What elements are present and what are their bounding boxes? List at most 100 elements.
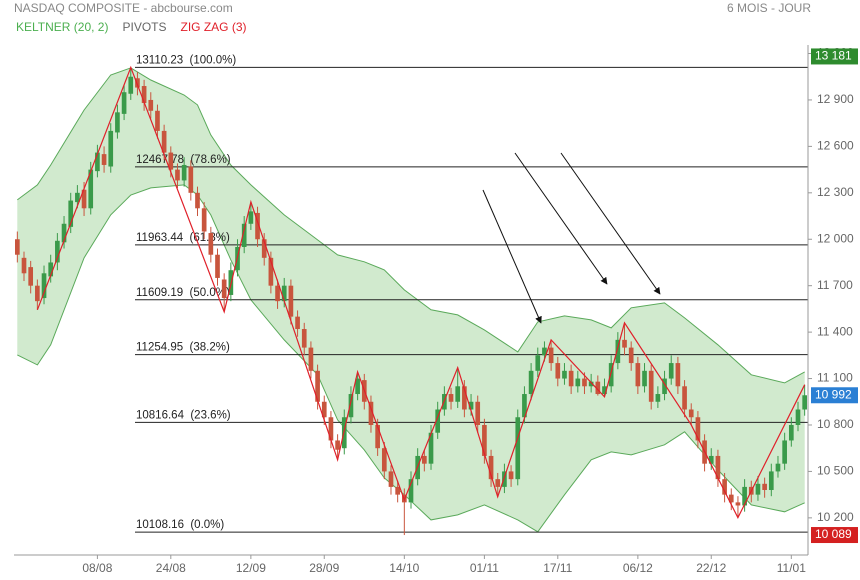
candle-body	[88, 169, 94, 209]
candle-body	[368, 401, 374, 425]
x-tick-label: 08/08	[82, 561, 112, 575]
candle-body	[161, 130, 167, 153]
candle-body	[201, 208, 207, 232]
candle-body	[695, 417, 701, 441]
candle-body	[241, 223, 247, 247]
candle-body	[61, 223, 67, 243]
candle-body	[775, 463, 781, 472]
candle-body	[28, 267, 34, 286]
candle-body	[281, 285, 287, 302]
candle-body	[475, 401, 481, 425]
candle-body	[755, 483, 761, 495]
candle-body	[215, 254, 220, 278]
price-badge-label: 10 089	[815, 527, 852, 541]
candle-body	[68, 200, 74, 227]
fib-label: 10816.64 (23.6%)	[136, 409, 231, 421]
candle-body	[408, 479, 414, 503]
candle-body	[268, 257, 274, 286]
candle-body	[75, 192, 80, 203]
candle-body	[381, 448, 387, 472]
candle-body	[722, 479, 727, 495]
x-tick-label: 14/10	[389, 561, 419, 575]
candle-body	[628, 347, 634, 364]
candle-body	[715, 455, 721, 480]
candle-body	[675, 363, 681, 387]
candle-body	[595, 381, 601, 395]
candle-body	[462, 386, 467, 410]
candle-body	[642, 370, 647, 387]
candle-body	[688, 409, 694, 418]
plot: 13110.23 (100.0%) 12467.78 (78.6%) 11963.4…	[15, 46, 858, 575]
candle-body	[388, 471, 394, 487]
candle-body	[508, 471, 514, 480]
candle-body	[662, 378, 667, 395]
candle-body	[128, 76, 134, 94]
price-badge-label: 13 181	[815, 49, 852, 63]
candle-body	[468, 401, 474, 410]
candle-body	[355, 378, 360, 395]
x-tick-label: 17/11	[543, 561, 572, 575]
chart-title: NASDAQ COMPOSITE - abcbourse.com	[14, 1, 233, 15]
candle-body	[788, 424, 794, 441]
candle-body	[548, 347, 554, 364]
candle-body	[422, 455, 427, 464]
candle-body	[555, 363, 561, 379]
candles	[15, 67, 807, 536]
candle-body	[448, 394, 454, 402]
candle-body	[295, 316, 300, 330]
candle-body	[562, 370, 567, 379]
candle-body	[588, 381, 594, 387]
y-tick-label: 11 100	[817, 371, 853, 385]
candle-body	[95, 152, 100, 172]
candle-body	[542, 347, 547, 356]
period: 6 MOIS - JOUR	[727, 1, 811, 15]
candle-body	[608, 363, 614, 387]
x-tick-label: 06/12	[623, 561, 653, 575]
candle-body	[768, 471, 774, 490]
candle-body	[682, 386, 687, 410]
candle-body	[308, 347, 314, 371]
x-tick-label: 22/12	[696, 561, 726, 575]
candle-body	[288, 285, 294, 317]
y-tick-label: 12 600	[817, 139, 854, 153]
zigzag	[36, 65, 806, 520]
fib-label: 11254.95 (38.2%)	[136, 342, 230, 354]
fib-label: 11963.44 (61.8%)	[136, 232, 230, 244]
candle-body	[488, 455, 494, 480]
fib-label: 11609.19 (50.0%)	[136, 287, 230, 299]
y-tick-label: 11 400	[817, 324, 853, 338]
candle-body	[181, 164, 187, 181]
fib-label: 13110.23 (100.0%)	[136, 54, 236, 66]
y-tick-label: 12 300	[817, 185, 854, 199]
candle-body	[515, 417, 521, 480]
candle-body	[495, 479, 501, 487]
candle-body	[728, 494, 734, 503]
candle-body	[275, 285, 280, 302]
candle-body	[522, 394, 527, 418]
candle-body	[482, 424, 487, 456]
candle-body	[108, 130, 114, 167]
candle-body	[21, 257, 27, 274]
fib-label: 10108.16 (0.0%)	[136, 519, 224, 531]
candle-body	[655, 394, 661, 402]
candle-body	[121, 92, 127, 114]
price-badge-label: 10 992	[815, 387, 852, 401]
candle-body	[255, 212, 260, 240]
fib-levels: 13110.23 (100.0%) 12467.78 (78.6%) 11963.4…	[135, 54, 808, 533]
candle-body	[221, 279, 227, 299]
candle-body	[41, 273, 47, 299]
arrow	[482, 189, 542, 324]
candle-body	[635, 363, 641, 387]
candle-body	[435, 409, 441, 433]
candle-body	[321, 401, 327, 418]
candle-body	[135, 78, 140, 88]
candle-body	[648, 370, 654, 402]
candle-body	[602, 386, 607, 395]
arrow	[560, 152, 661, 295]
arrow	[514, 152, 608, 285]
fib-label: 12467.78 (78.6%)	[136, 154, 231, 166]
candle-body	[395, 486, 400, 495]
y-tick-label: 12 900	[817, 92, 854, 106]
candle-body	[782, 440, 787, 464]
